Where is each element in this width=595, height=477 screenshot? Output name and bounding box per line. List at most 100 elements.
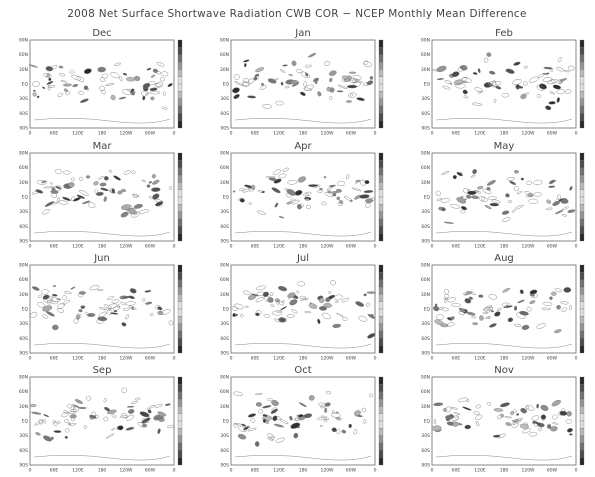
lon-label: 120W (320, 131, 334, 137)
contour-blob (443, 221, 454, 224)
colorbar-cell (579, 450, 585, 458)
lat-label: EQ (424, 419, 431, 425)
contour-blob (516, 191, 523, 195)
lat-label: EQ (424, 307, 431, 313)
lon-label: 120E (273, 356, 285, 362)
contour-blob (146, 67, 152, 71)
lat-label: 90S (19, 239, 28, 245)
contour-blob (341, 78, 352, 82)
contour-blob (154, 415, 165, 420)
contour-blob (477, 191, 481, 194)
coastline (33, 230, 171, 237)
lon-label: 60W (346, 468, 357, 474)
lat-label: 30N (220, 180, 229, 186)
contour-blob (275, 437, 286, 443)
contour-blob (308, 303, 318, 309)
contour-blob (468, 296, 474, 300)
contour-blob (52, 294, 58, 297)
lon-label: 180 (98, 131, 107, 137)
contour-blob (49, 182, 53, 185)
contour-blob (85, 175, 91, 179)
contour-blob (93, 181, 99, 186)
lat-label: 90S (19, 463, 28, 469)
contour-blob (251, 293, 259, 297)
contour-blob (298, 416, 306, 421)
contour-blob (146, 184, 151, 188)
lon-label: 60E (452, 244, 461, 250)
contour-blob (514, 204, 524, 210)
contour-blob (499, 402, 510, 408)
contour-blob (250, 418, 256, 423)
colorbar-cell (579, 218, 585, 227)
lon-label: 120E (273, 244, 285, 250)
contour-blob (355, 301, 365, 307)
contour-blob (99, 182, 107, 187)
lat-label: 30N (421, 180, 430, 186)
lon-label: 120W (119, 356, 133, 362)
contour-blob (488, 294, 498, 300)
colorbar-cell (378, 160, 384, 168)
contour-blob (255, 67, 265, 73)
contour-blob (86, 395, 91, 401)
colorbar-cell (579, 233, 585, 242)
contour-blob (364, 203, 371, 208)
contour-blob (545, 72, 550, 75)
contour-blob (519, 423, 529, 429)
contour-blob (272, 415, 278, 422)
colorbar-cell (378, 435, 384, 444)
contour-blob (32, 81, 40, 87)
contour-blob (287, 292, 296, 299)
contour-blob (342, 316, 348, 321)
contour-blob (308, 395, 315, 401)
contour-blob (517, 299, 525, 304)
contour-blob (493, 408, 504, 412)
colorbar-cell (177, 69, 183, 77)
contour-blob (502, 217, 511, 222)
contour-blob (455, 83, 466, 89)
lat-label: 60N (19, 165, 28, 171)
colorbar-cell (177, 204, 183, 212)
colorbar-cell (378, 83, 384, 92)
contour-blob (286, 192, 292, 198)
contour-blob (467, 190, 477, 195)
contour-blob (330, 279, 336, 286)
contour-blob (150, 74, 156, 78)
contour-blob (550, 291, 557, 296)
contour-blob (129, 288, 137, 294)
lon-label: 0 (29, 131, 32, 137)
contour-blob (80, 98, 89, 103)
contour-blob (365, 302, 370, 307)
contour-blob (286, 201, 293, 205)
lat-label: 60N (19, 52, 28, 58)
contour-blob (306, 204, 311, 210)
contour-blob (46, 311, 55, 317)
contour-blob (348, 92, 357, 98)
contour-blob (489, 202, 499, 207)
contour-blob (45, 66, 54, 72)
contour-blob (157, 411, 167, 417)
contour-blob (96, 318, 104, 324)
contour-blob (466, 311, 476, 316)
colorbar-cell (177, 264, 183, 273)
lon-label: 180 (98, 244, 107, 250)
colorbar-cell (378, 345, 384, 354)
colorbar-cell (177, 226, 183, 234)
lat-label: 60N (421, 277, 430, 283)
colorbar-cell (579, 345, 585, 354)
colorbar-cell (378, 226, 384, 234)
contour-blob (528, 431, 538, 437)
contour-blob (56, 298, 61, 301)
contour-blob (256, 291, 266, 296)
lon-label: 180 (299, 356, 308, 362)
lat-label: 30N (220, 67, 229, 73)
contour-blob (536, 403, 539, 409)
lat-label: EQ (223, 419, 230, 425)
contour-blob (107, 295, 114, 301)
colorbar-cell (177, 294, 183, 302)
contour-blob (150, 96, 155, 101)
contour-blob (113, 310, 118, 313)
contour-blob (477, 90, 483, 94)
contour-blob (83, 425, 87, 429)
contour-blob (254, 441, 260, 447)
contour-blob (98, 69, 101, 72)
